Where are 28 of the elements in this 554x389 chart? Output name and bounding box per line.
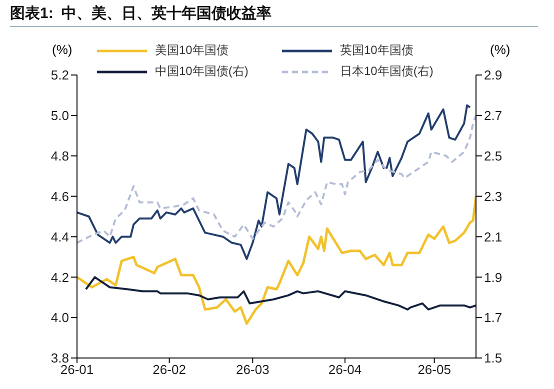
y2-tick-label: 1.5 (484, 350, 502, 366)
y-tick-label: 5.0 (50, 108, 69, 124)
legend-label: 英国10年国债 (340, 42, 414, 59)
legend-label: 中国10年国债(右) (155, 63, 248, 80)
y-tick-label: 4.4 (50, 229, 69, 244)
y2-tick-label: 2.5 (484, 148, 502, 164)
y-tick-label: 4.8 (50, 148, 69, 164)
y-tick-label: 5.2 (50, 68, 69, 83)
y2-tick-label: 2.9 (484, 68, 502, 83)
x-tick-label: 26-03 (236, 362, 270, 378)
x-tick-label: 26-05 (418, 362, 451, 378)
y2-axis-title: (%) (490, 42, 510, 57)
legend-label: 美国10年国债 (155, 42, 228, 59)
x-tick-label: 26-02 (152, 362, 186, 378)
chart-title: 图表1: 中、美、日、英十年国债收益率 (10, 4, 538, 27)
y2-tick-label: 2.1 (484, 229, 502, 244)
y-tick-label: 4.2 (50, 270, 69, 285)
y2-tick-label: 1.7 (484, 310, 502, 326)
legend-label: 日本10年国债(右) (340, 63, 434, 80)
line-series (77, 104, 472, 260)
x-tick-label: 26-04 (328, 362, 362, 378)
y2-tick-label: 1.9 (484, 270, 502, 285)
y-tick-label: 4.0 (50, 310, 69, 326)
y-tick-label: 4.6 (50, 188, 69, 204)
line-series (77, 114, 476, 244)
y2-tick-label: 2.3 (484, 188, 502, 204)
y-axis-title: (%) (52, 42, 72, 57)
y2-tick-label: 2.7 (484, 108, 502, 124)
